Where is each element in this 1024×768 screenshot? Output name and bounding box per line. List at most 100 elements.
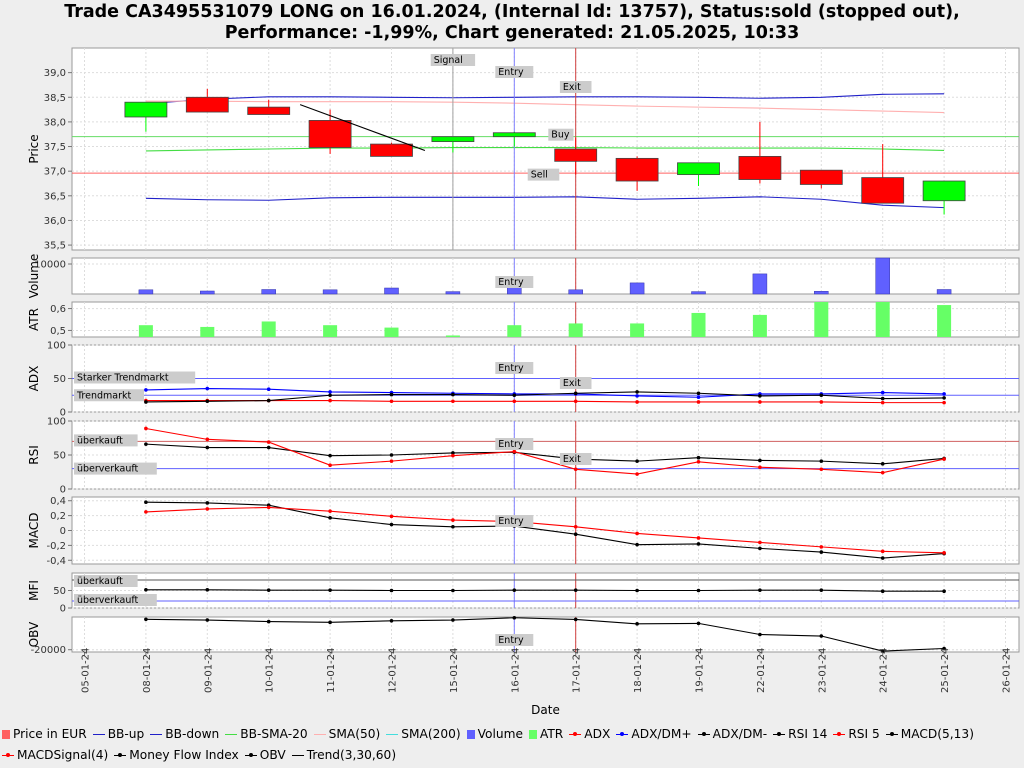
rsi-series-0-point: [880, 462, 885, 466]
x-tick-label: 23-01-24: [817, 648, 828, 693]
marker-signal-label: Signal: [434, 55, 463, 66]
macd-series-1-point: [266, 505, 271, 510]
obv-axis-label: OBV: [27, 621, 41, 647]
mfi-point: [512, 588, 517, 592]
atr-bar: [200, 326, 215, 337]
atr-bar: [752, 314, 767, 337]
rsi-series-1-point: [819, 467, 824, 472]
x-axis-label: Date: [531, 703, 560, 717]
adx-series-2-point: [389, 392, 394, 397]
adx-entry-label-bg: [495, 362, 534, 374]
legend-label: Price in EUR: [13, 727, 87, 741]
price-sma-50--line: [145, 100, 945, 114]
legend-label: ATR: [539, 727, 564, 741]
mfi-point: [696, 588, 701, 593]
rsi-series-1-point: [758, 465, 762, 470]
volume-bar: [936, 289, 952, 295]
macd-series-1-line: [145, 506, 945, 554]
adx-exit-label: Exit: [563, 378, 581, 389]
legend-item: ADX/DM+: [616, 724, 692, 745]
x-tick-label: 05-01-24: [81, 648, 92, 693]
volume-bar: [752, 273, 768, 295]
x-tick-label: 24-01-24: [879, 648, 890, 693]
legend-swatch: [773, 731, 786, 736]
candle-body: [370, 143, 413, 157]
legend-swatch: [386, 734, 399, 735]
legend-swatch: [291, 755, 304, 756]
volume-entry-label-bg: [495, 276, 534, 288]
x-tick-label: 08-01-24: [142, 648, 153, 693]
obv-point: [266, 619, 271, 624]
macd-series-1-point: [205, 507, 210, 511]
adx-series-1-point: [266, 387, 271, 392]
legend-label: SMA(200): [401, 727, 461, 741]
adx-series-0-point: [635, 400, 639, 404]
macd-ytick-label: 0,2: [50, 511, 66, 522]
candle-body: [308, 120, 352, 148]
rsi-ytick-label: 50: [53, 451, 66, 462]
volume-bar: [384, 287, 399, 295]
candle-body: [738, 155, 782, 180]
marker-entry-label-bg: [495, 66, 534, 78]
macd-series-0-point: [573, 532, 578, 537]
legend-swatch: [150, 734, 163, 735]
rsi-series-1-point: [880, 470, 885, 475]
legend-swatch: [528, 730, 537, 739]
legend-swatch: [466, 730, 475, 739]
macd-series-1-point: [819, 545, 824, 549]
macd-series-0-point: [635, 542, 639, 547]
x-tick-label: 11-01-24: [326, 648, 337, 693]
legend-item: ADX/DM-: [697, 724, 767, 745]
mfi-line: [145, 589, 945, 592]
legend-item: RSI 5: [833, 724, 880, 745]
macd-series-1-point: [635, 531, 639, 536]
rsi-series-0-point: [205, 445, 210, 450]
macd-series-0-point: [144, 500, 148, 505]
obv-line: [145, 617, 945, 652]
atr-bar: [691, 312, 706, 337]
mfi-point: [328, 588, 332, 592]
obv-point: [389, 619, 394, 623]
legend-label: RSI 5: [848, 727, 880, 741]
legend-swatch: [833, 731, 846, 736]
adx-series-2-point: [328, 393, 332, 398]
adx-series-2-point: [573, 391, 578, 396]
adx-series-0-point: [758, 400, 762, 404]
obv-point: [758, 632, 762, 637]
price-bb-sma-20-line: [145, 146, 945, 152]
legend-label: MACD(5,13): [900, 727, 974, 741]
adx-series-2-point: [819, 393, 824, 398]
candle-body: [554, 148, 598, 162]
legend-item: BB-up: [92, 724, 144, 745]
macd-series-0-point: [328, 516, 332, 520]
adx-label-strong-bg: [74, 371, 196, 384]
mfi-point: [573, 588, 578, 592]
atr-bar: [507, 325, 522, 337]
atr-bar: [814, 302, 829, 337]
macd-ytick-label: 0,4: [50, 496, 66, 507]
atr-bar: [937, 305, 952, 337]
rsi-series-1-point: [696, 460, 701, 464]
volume-axis-label: Volume: [27, 254, 41, 299]
rsi-label-overbought: überkauft: [77, 435, 123, 446]
volume-bar: [814, 291, 829, 295]
rsi-exit-label: Exit: [563, 454, 581, 465]
chart-canvas: 35,5 36,0 36,5 37,0 37,5 38,0 38,5 39,0 Price 100…: [27, 47, 1020, 717]
adx-series-0-point: [696, 400, 701, 404]
mfi-point: [819, 588, 824, 592]
atr-bar: [138, 325, 153, 337]
adx-series-0-point: [512, 399, 517, 404]
x-tick-label: 25-01-24: [940, 648, 951, 693]
candle-body: [492, 132, 536, 138]
trend-line: [299, 104, 426, 151]
marker-entry-label: Entry: [498, 67, 524, 78]
rsi-series-1-point: [451, 453, 455, 458]
legend-swatch-dot: [889, 731, 894, 736]
legend-label: BB-down: [165, 727, 220, 741]
legend-label: SMA(50): [328, 727, 381, 741]
x-tick-label: 15-01-24: [449, 648, 460, 693]
legend-label: MACDSignal(4): [17, 748, 109, 762]
obv-point: [451, 618, 455, 622]
macd-series-1-point: [573, 524, 578, 529]
macd-axis-label: MACD: [27, 513, 41, 549]
